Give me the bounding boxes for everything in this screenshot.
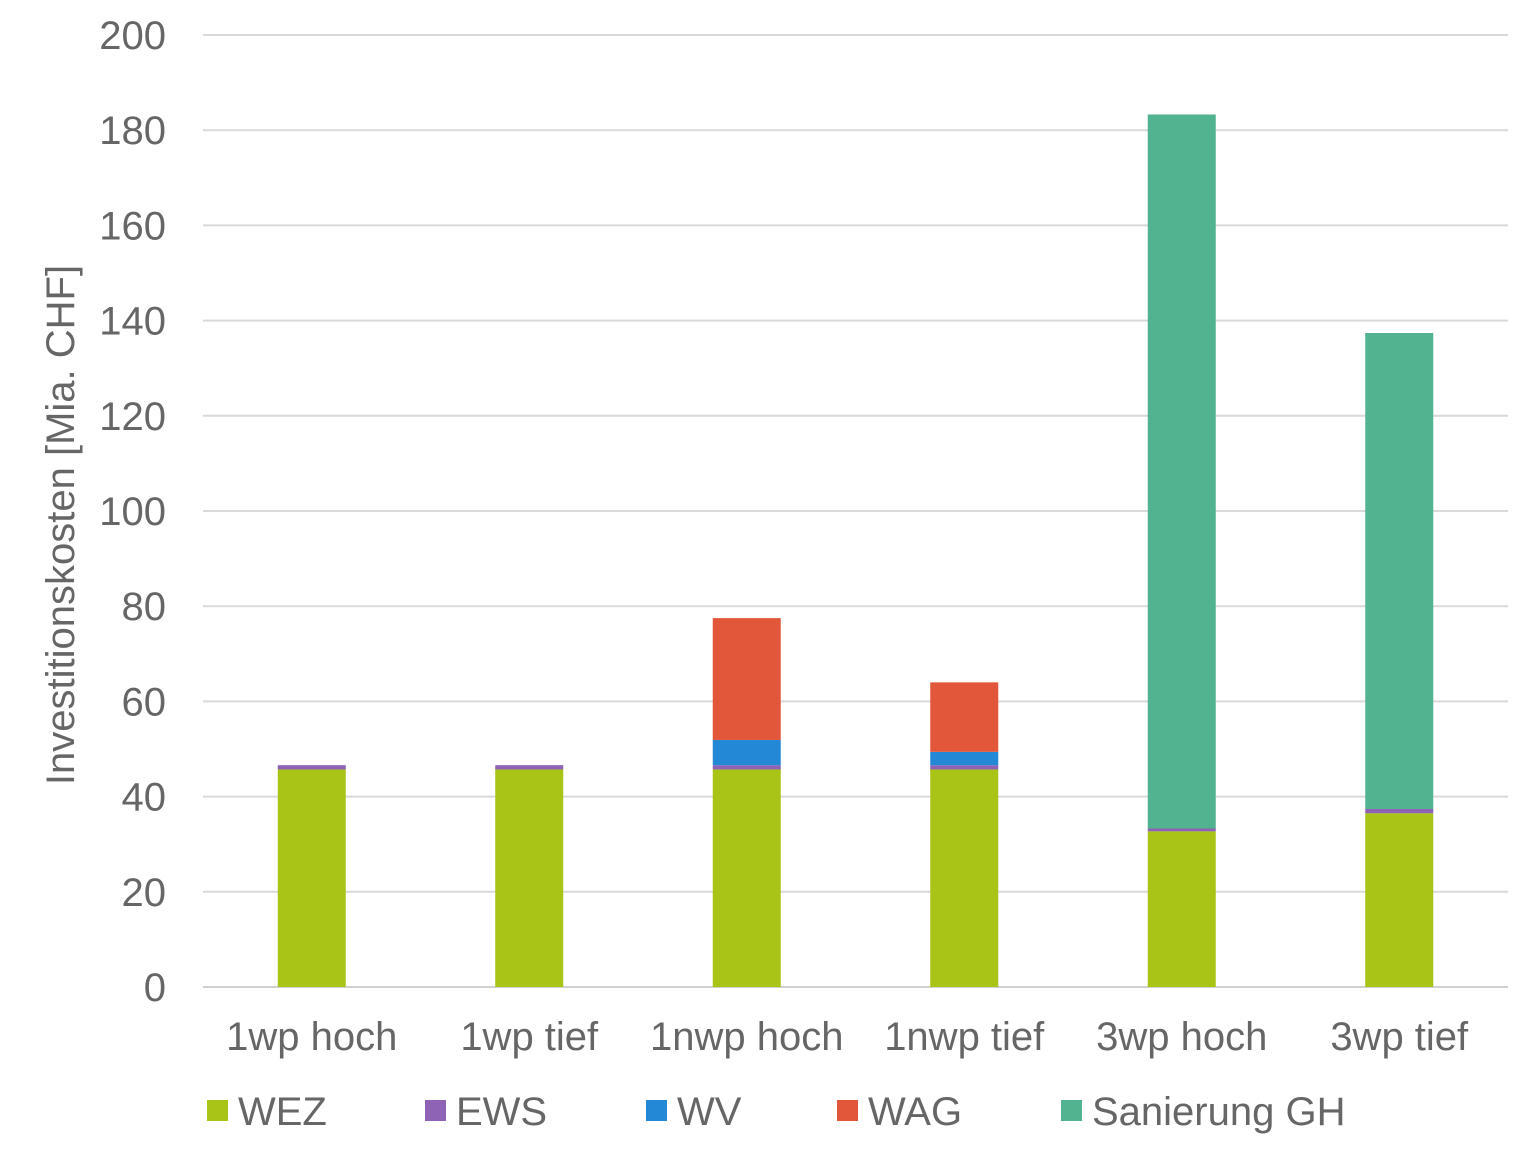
bar-segment	[277, 765, 346, 770]
x-category-label: 1wp tief	[460, 1015, 599, 1059]
y-tick-label: 200	[99, 14, 166, 58]
y-tick-label: 40	[122, 776, 167, 820]
legend-swatch	[646, 1100, 667, 1121]
x-category-label: 1wp hoch	[226, 1015, 397, 1059]
legend: WEZ EWS WV WAG Sanierung GH	[207, 1090, 1345, 1134]
y-tick-label: 140	[99, 300, 166, 344]
x-category-labels: 1wp hoch 1wp tief 1nwp hoch 1nwp tief 3wp ho…	[226, 1015, 1469, 1059]
bar-segment	[1365, 813, 1434, 987]
legend-swatch	[1061, 1100, 1082, 1121]
y-tick-label: 80	[122, 585, 167, 629]
x-category-label: 3wp hoch	[1096, 1015, 1267, 1059]
bar-segment	[930, 751, 999, 766]
x-category-label: 1nwp tief	[884, 1015, 1045, 1059]
bar-segment	[930, 769, 999, 987]
x-category-label: 1nwp hoch	[650, 1015, 843, 1059]
bars	[277, 114, 1434, 987]
legend-label: WAG	[868, 1090, 962, 1134]
legend-label: WV	[677, 1090, 742, 1134]
bar-segment	[277, 769, 346, 987]
x-category-label: 3wp tief	[1330, 1015, 1469, 1059]
bar-segment	[712, 618, 781, 740]
y-tick-labels: 0 20 40 60 80 100 120 140 160 180 200	[99, 14, 166, 1010]
y-axis-title: Investitionskosten [Mia. CHF]	[39, 265, 83, 785]
gridlines	[203, 34, 1508, 988]
bar-segment	[495, 769, 564, 987]
bar-segment	[1365, 332, 1434, 809]
y-tick-label: 20	[122, 871, 167, 915]
bar-segment	[712, 769, 781, 987]
bar-segment	[930, 765, 999, 770]
legend-label: WEZ	[238, 1090, 327, 1134]
legend-swatch	[425, 1100, 446, 1121]
legend-swatch	[837, 1100, 858, 1121]
bar-segment	[1147, 114, 1216, 829]
legend-label: Sanierung GH	[1092, 1090, 1345, 1134]
bar-segment	[712, 765, 781, 770]
legend-label: EWS	[456, 1090, 547, 1134]
legend-swatch	[207, 1100, 228, 1121]
y-tick-label: 0	[144, 966, 166, 1010]
bar-segment	[495, 765, 564, 770]
bar-segment	[1365, 808, 1434, 814]
bar-segment	[1147, 831, 1216, 987]
y-tick-label: 120	[99, 395, 166, 439]
y-tick-label: 160	[99, 204, 166, 248]
bar-segment	[930, 682, 999, 752]
y-tick-label: 180	[99, 109, 166, 153]
y-tick-label: 100	[99, 490, 166, 534]
bar-segment	[712, 739, 781, 766]
y-tick-label: 60	[122, 680, 167, 724]
bar-segment	[1147, 828, 1216, 832]
